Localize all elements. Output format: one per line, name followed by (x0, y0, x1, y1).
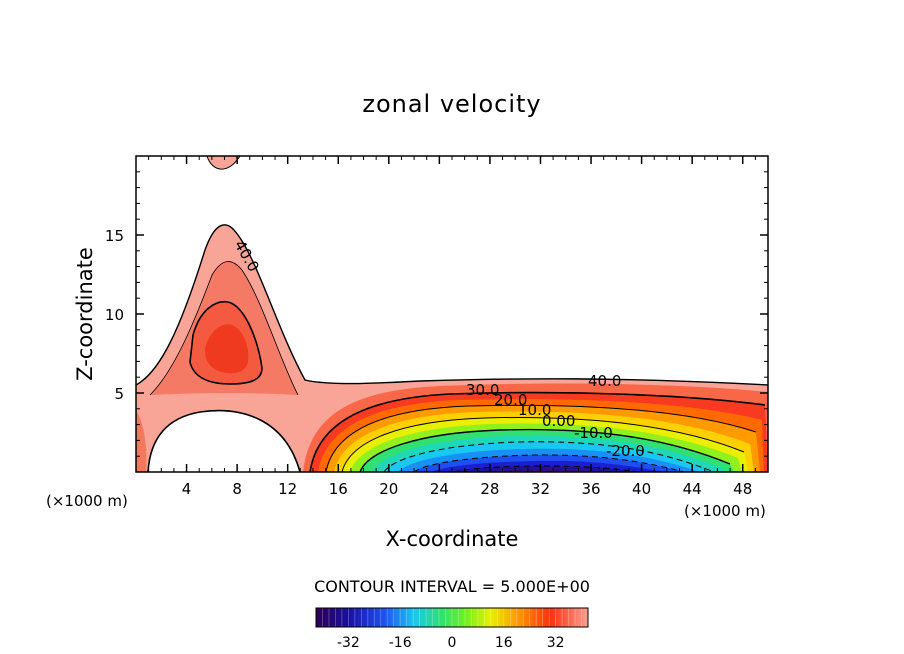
colorbar-tick-label: -16 (389, 635, 412, 651)
contour-line-10 (341, 417, 745, 472)
y-axis-label: Z-coordinate (73, 247, 97, 381)
colorbar-tick-label: -32 (337, 635, 360, 651)
upper-jet-core (204, 324, 249, 374)
colorbar: -32 -16 0 16 32 (315, 607, 589, 651)
y-axis-ticks: 5 10 15 (105, 171, 768, 457)
x-tick-label: 44 (683, 480, 702, 498)
x-tick-label: 4 (182, 480, 192, 498)
contour-line-30 (309, 391, 766, 472)
x-tick-label: 32 (531, 480, 550, 498)
contour-line-0 (359, 428, 731, 472)
top-jet-fill (207, 156, 240, 170)
left-white-region (148, 410, 300, 472)
colorbar-ticks: -32 -16 0 16 32 (337, 635, 565, 651)
contour-label-10: 10.0 (518, 401, 551, 419)
contour-interval-text: CONTOUR INTERVAL = 5.000E+00 (314, 577, 590, 596)
x-tick-label: 48 (733, 480, 752, 498)
x-axis-ticks: 4 8 12 16 20 24 28 32 36 40 44 48 (148, 156, 756, 498)
contour-label-m20: -20.0 (606, 442, 645, 460)
x-tick-label: 20 (379, 480, 398, 498)
colorbar-tick-label: 0 (448, 635, 457, 651)
colorbar-fill (316, 608, 588, 627)
contour-line-core (189, 301, 263, 385)
y-tick-label: 15 (105, 227, 124, 245)
contour-line-40-upper (136, 224, 768, 386)
colorbar-frame (315, 607, 589, 628)
x-unit-right: (×1000 m) (684, 502, 766, 520)
x-tick-label: 12 (278, 480, 297, 498)
colorbar-tick-label: 32 (547, 635, 565, 651)
contour-line-m30 (453, 465, 641, 472)
contour-line-left-white (147, 409, 301, 472)
contour-line-20 (325, 404, 757, 472)
contour-line-45-upper (149, 261, 299, 396)
contour-line-m20 (413, 454, 685, 472)
x-tick-label: 28 (480, 480, 499, 498)
contour-line-m10 (383, 441, 715, 472)
x-unit-left: (×1000 m) (46, 492, 128, 510)
x-tick-label: 16 (329, 480, 348, 498)
contour-label-m10: -10.0 (574, 424, 613, 442)
y-tick-label: 10 (105, 306, 124, 324)
colorbar-segments (322, 608, 582, 627)
contour-label-40-right: 40.0 (588, 372, 621, 390)
chart-title: zonal velocity (362, 90, 541, 118)
x-axis-label: X-coordinate (386, 527, 519, 551)
contour-label-20: 20.0 (494, 391, 527, 409)
contour-label-0: 0.00 (542, 412, 575, 430)
x-tick-label: 8 (232, 480, 242, 498)
y-tick-label: 5 (114, 385, 124, 403)
colorbar-tick-label: 16 (495, 635, 513, 651)
x-tick-label: 24 (430, 480, 449, 498)
x-tick-label: 40 (632, 480, 651, 498)
plot-area (136, 156, 768, 472)
x-tick-label: 36 (581, 480, 600, 498)
contour-label-30: 30.0 (466, 381, 499, 399)
